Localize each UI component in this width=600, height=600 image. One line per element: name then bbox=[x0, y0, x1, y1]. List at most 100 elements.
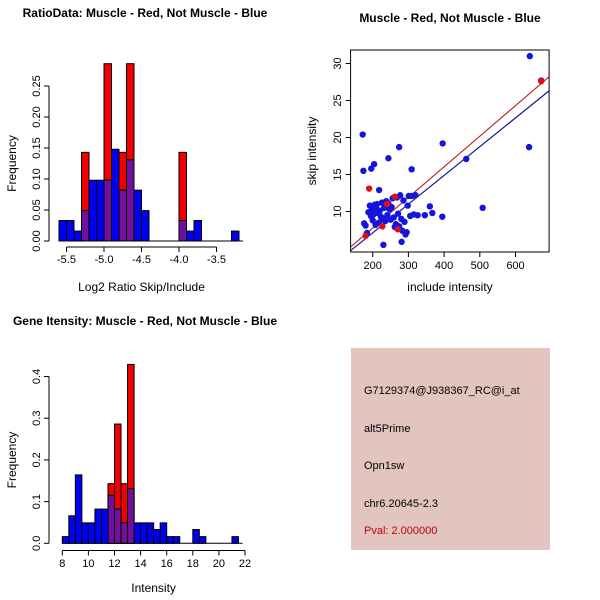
not-muscle-point bbox=[368, 165, 375, 172]
overlap-bar bbox=[178, 220, 187, 242]
overlap-bar bbox=[127, 488, 135, 544]
gene-intensity-histogram-panel: Gene Itensity: Muscle - Red, Not Muscle … bbox=[0, 300, 300, 600]
not-muscle-point bbox=[388, 203, 395, 211]
muscle-point bbox=[379, 223, 386, 230]
not-muscle-point bbox=[414, 212, 421, 219]
not-muscle-point bbox=[359, 131, 366, 138]
not-muscle-point bbox=[408, 166, 415, 173]
x-tick-label: 8 bbox=[59, 558, 65, 570]
not-muscle-point bbox=[439, 213, 446, 220]
not-muscle-bar bbox=[81, 522, 89, 544]
gene-intensity-histogram-chart: Gene Itensity: Muscle - Red, Not Muscle … bbox=[5, 314, 277, 595]
muscle-point bbox=[383, 200, 391, 208]
x-axis-label: include intensity bbox=[407, 280, 492, 294]
not-muscle-point bbox=[439, 140, 446, 147]
not-muscle-point bbox=[362, 222, 369, 229]
plot-box bbox=[350, 49, 550, 253]
muscle-point bbox=[365, 185, 373, 192]
not-muscle-point bbox=[390, 214, 397, 221]
not-muscle-bar bbox=[100, 508, 109, 544]
not-muscle-bar bbox=[198, 536, 207, 544]
muscle-point bbox=[394, 226, 401, 233]
not-muscle-point bbox=[380, 241, 387, 248]
not-muscle-bar bbox=[193, 220, 202, 242]
muscle-point bbox=[538, 78, 545, 85]
y-tick-label: 30 bbox=[332, 57, 344, 69]
overlap-bar bbox=[81, 210, 90, 242]
x-tick-label: 12 bbox=[108, 558, 120, 570]
not-muscle-bar bbox=[66, 220, 75, 242]
ratio-histogram-panel: RatioData: Muscle - Red, Not Muscle - Bl… bbox=[0, 0, 300, 300]
not-muscle-bar bbox=[94, 508, 102, 544]
probe-info-box: G7129374@J938367_RC@i_at alt5Prime Opn1s… bbox=[351, 348, 550, 550]
x-tick-label: -5.0 bbox=[95, 254, 114, 266]
muscle-point bbox=[391, 193, 399, 200]
not-muscle-point bbox=[395, 143, 403, 151]
not-muscle-point bbox=[404, 202, 411, 209]
y-tick-label: 0.0 bbox=[31, 536, 43, 551]
not-muscle-point bbox=[381, 217, 389, 225]
overlap-bar bbox=[114, 508, 122, 544]
y-tick-label: 25 bbox=[332, 94, 344, 106]
muscle-point bbox=[362, 232, 369, 240]
y-tick-label: 15 bbox=[332, 168, 344, 180]
not-muscle-bar bbox=[74, 474, 83, 544]
not-muscle-bar bbox=[141, 210, 150, 242]
y-axis-label: Frequency bbox=[5, 432, 19, 489]
not-muscle-point bbox=[479, 204, 486, 211]
not-muscle-bar bbox=[153, 529, 161, 544]
y-tick-label: 0.2 bbox=[31, 452, 43, 467]
overlap-bar bbox=[126, 159, 135, 242]
gene-name-text: Opn1sw bbox=[364, 460, 405, 472]
not-muscle-bar bbox=[146, 522, 155, 544]
ratio-histogram-chart: RatioData: Muscle - Red, Not Muscle - Bl… bbox=[5, 6, 268, 294]
x-tick-label: -5.5 bbox=[57, 254, 76, 266]
not-muscle-bar bbox=[133, 189, 142, 242]
y-tick-label: 0.1 bbox=[31, 494, 43, 509]
chart-title: Gene Itensity: Muscle - Red, Not Muscle … bbox=[13, 314, 277, 328]
y-tick-label: 0.15 bbox=[31, 137, 43, 158]
not-muscle-bar bbox=[87, 522, 96, 544]
not-muscle-bar bbox=[61, 536, 70, 544]
not-muscle-point bbox=[525, 143, 533, 151]
y-tick-label: 0.10 bbox=[31, 168, 43, 189]
overlap-bar bbox=[103, 179, 112, 242]
not-muscle-point bbox=[394, 210, 402, 217]
x-tick-label: 10 bbox=[82, 558, 94, 570]
y-tick-label: 10 bbox=[332, 205, 344, 217]
x-tick-label: 400 bbox=[435, 260, 453, 272]
not-muscle-bar bbox=[231, 230, 240, 242]
not-muscle-bar bbox=[68, 515, 76, 544]
not-muscle-point bbox=[385, 155, 392, 162]
not-muscle-point bbox=[375, 186, 383, 194]
x-tick-label: 600 bbox=[506, 260, 524, 272]
x-tick-label: -4.5 bbox=[132, 254, 151, 266]
chart-title: Muscle - Red, Not Muscle - Blue bbox=[359, 11, 541, 25]
not-muscle-bar bbox=[231, 536, 239, 544]
not-muscle-bar bbox=[166, 536, 174, 544]
y-tick-label: 0.25 bbox=[31, 75, 43, 96]
not-muscle-point bbox=[421, 212, 429, 219]
x-tick-label: 14 bbox=[134, 558, 146, 570]
not-muscle-bar bbox=[140, 522, 148, 544]
y-tick-label: 0.00 bbox=[31, 230, 43, 251]
x-tick-label: 300 bbox=[399, 260, 417, 272]
not-muscle-point bbox=[403, 229, 410, 236]
x-tick-label: 500 bbox=[471, 260, 489, 272]
not-muscle-bar bbox=[88, 179, 97, 242]
y-axis-label: skip intensity bbox=[305, 117, 319, 186]
not-muscle-point bbox=[396, 192, 404, 199]
overlap-bar bbox=[118, 189, 127, 242]
x-tick-label: 16 bbox=[161, 558, 173, 570]
pval-text: Pval: 2.000000 bbox=[364, 525, 438, 537]
x-axis-label: Log2 Ratio Skip/Include bbox=[78, 280, 205, 294]
not-muscle-point bbox=[398, 238, 405, 246]
y-axis-label: Frequency bbox=[5, 135, 19, 192]
not-muscle-point bbox=[429, 209, 436, 217]
y-tick-label: 20 bbox=[332, 131, 344, 143]
intensity-scatter-chart: Muscle - Red, Not Muscle - Blue 200 300 400… bbox=[305, 11, 550, 294]
not-muscle-bar bbox=[133, 522, 142, 544]
not-muscle-bar bbox=[73, 230, 82, 242]
scatter-plot-area bbox=[350, 52, 550, 252]
not-muscle-point bbox=[463, 155, 470, 163]
